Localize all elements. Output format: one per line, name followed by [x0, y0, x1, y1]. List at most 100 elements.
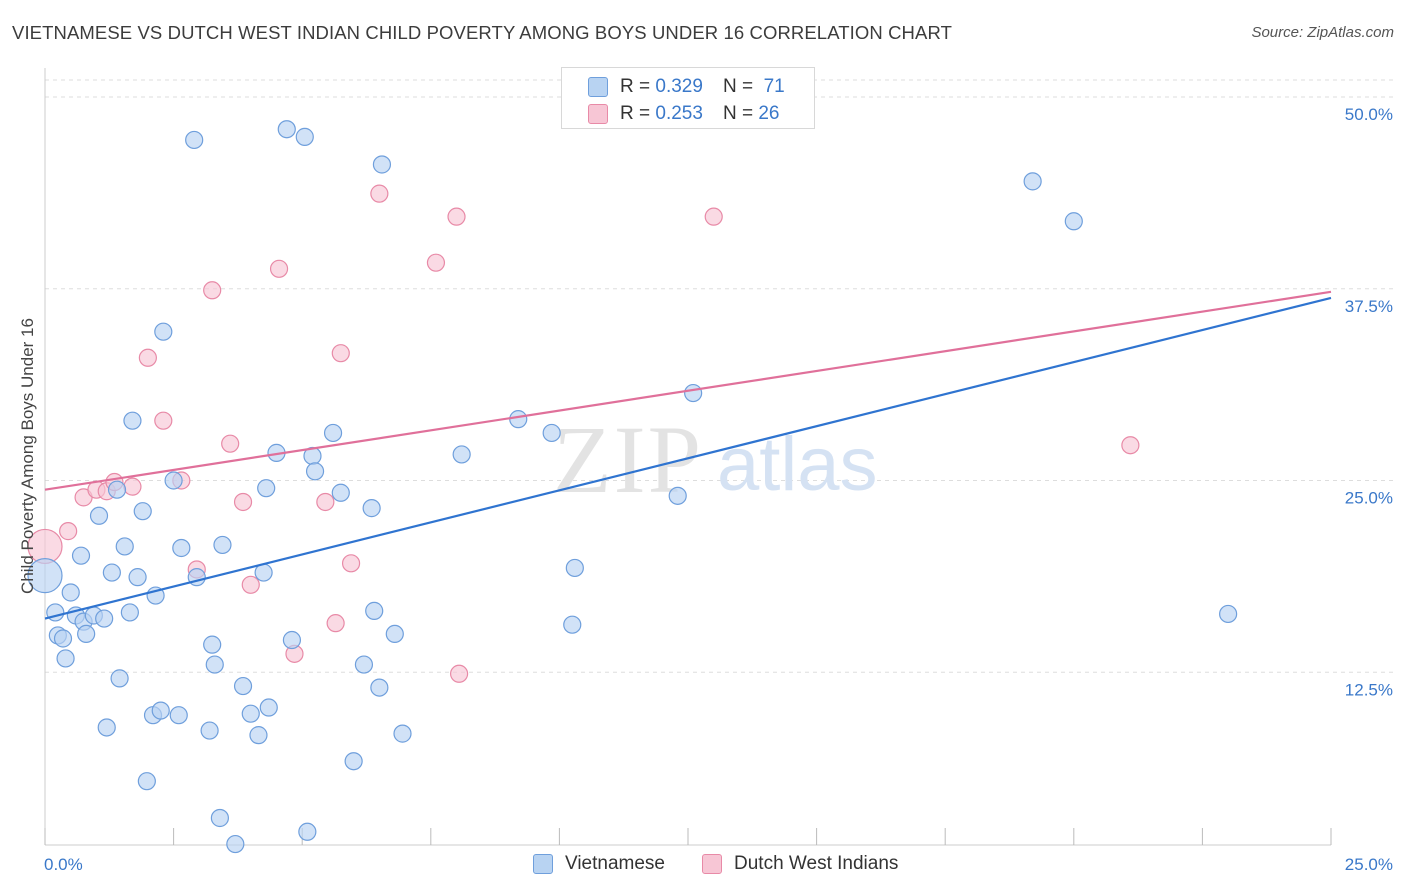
vietnamese-point: [668, 486, 687, 505]
scatter-points: [27, 120, 1238, 854]
vietnamese-point: [259, 698, 278, 717]
vietnamese-point: [133, 502, 152, 521]
vietnamese-point: [95, 609, 114, 628]
vietnamese-point: [137, 772, 156, 791]
r-label: R =: [620, 76, 651, 97]
dutch-west-indians-point: [221, 434, 240, 453]
vietnamese-point: [77, 624, 96, 644]
dutch-west-indians-point: [59, 522, 78, 541]
axes: [44, 68, 1332, 846]
vietnamese-point: [241, 704, 260, 723]
vietnamese-point: [53, 629, 73, 648]
y-tick-label: 12.5%: [1345, 680, 1393, 699]
dutch-swatch: [588, 104, 608, 124]
dutch-west-indians-point: [426, 253, 446, 272]
vietnamese-point: [565, 558, 584, 578]
vietnamese-point: [56, 649, 75, 668]
vietnamese-point: [200, 721, 219, 740]
vietnamese-point: [305, 462, 325, 481]
legend-label: Vietnamese: [565, 853, 665, 874]
vietnamese-swatch: [533, 854, 553, 874]
dutch-west-indians-point: [269, 259, 289, 278]
vietnamese-point: [282, 630, 302, 650]
y-tick-label: 25.0%: [1345, 489, 1393, 508]
vietnamese-point: [226, 834, 245, 854]
dutch-west-indians-point: [326, 614, 345, 633]
vietnamese-point: [563, 615, 582, 634]
dutch-west-indians-point: [704, 207, 723, 226]
dutch-west-indians-point: [123, 477, 142, 496]
vietnamese-point: [61, 583, 80, 602]
r-label: R =: [620, 103, 651, 124]
vietnamese-point: [233, 676, 253, 696]
vietnamese-point: [27, 558, 63, 594]
vietnamese-point: [1023, 172, 1042, 191]
source-note: Source: ZipAtlas.com: [1251, 24, 1394, 41]
dutch-west-indians-point: [138, 348, 157, 367]
vietnamese-point: [185, 130, 204, 150]
legend-item-vietnamese[interactable]: Vietnamese: [533, 852, 665, 876]
vietnamese-point: [203, 635, 222, 654]
vietnamese-point: [210, 808, 229, 828]
vietnamese-point: [385, 624, 404, 644]
dutch-west-indians-point: [370, 184, 389, 203]
vietnamese-point: [154, 322, 173, 341]
n-value: 71: [763, 76, 785, 97]
vietnamese-swatch: [588, 77, 608, 97]
legend-series: Vietnamese Dutch West Indians: [0, 852, 1406, 876]
vietnamese-point: [107, 480, 127, 499]
vietnamese-point: [372, 155, 392, 174]
vietnamese-point: [172, 538, 191, 558]
legend-row-dutch: R = 0.253 N = 26: [588, 103, 779, 125]
y-tick-label: 50.0%: [1345, 105, 1393, 124]
vietnamese-point: [365, 601, 384, 620]
dutch-west-indians-point: [203, 281, 222, 300]
dutch-west-indians-point: [341, 554, 361, 573]
n-label: N =: [722, 76, 754, 97]
vietnamese-point: [205, 655, 224, 674]
r-value: 0.253: [655, 103, 703, 124]
vietnamese-point: [542, 423, 561, 443]
trend-lines: [44, 290, 1332, 620]
vietnamese-point: [344, 752, 363, 771]
vietnamese-point: [89, 506, 109, 525]
vietnamese-point: [249, 726, 268, 745]
vietnamese-point: [277, 120, 296, 139]
vietnamese-point: [1064, 212, 1083, 231]
vietnamese-point: [323, 423, 343, 443]
tick-labels: 12.5% 25.0% 37.5% 50.0% 0.0% 25.0%: [44, 105, 1393, 874]
vietnamese-point: [102, 563, 121, 582]
dutch-west-indians-trend-line: [44, 290, 1332, 491]
legend-stats: R = 0.329 N = 71 R = 0.253 N = 26: [561, 67, 815, 129]
legend-row-vietnamese: R = 0.329 N = 71: [588, 76, 785, 98]
y-tick-label: 37.5%: [1345, 297, 1393, 316]
vietnamese-point: [128, 568, 147, 587]
vietnamese-point: [71, 546, 91, 565]
dutch-west-indians-point: [331, 344, 350, 363]
y-axis-label: Child Poverty Among Boys Under 16: [18, 318, 37, 594]
vietnamese-point: [295, 127, 314, 146]
dutch-west-indians-point: [233, 492, 253, 512]
vietnamese-point: [393, 724, 412, 743]
vietnamese-point: [1219, 604, 1238, 624]
n-label: N =: [722, 103, 754, 124]
chart-title: VIETNAMESE VS DUTCH WEST INDIAN CHILD PO…: [12, 22, 952, 43]
legend-item-dutch-west-indians[interactable]: Dutch West Indians: [702, 852, 898, 876]
vietnamese-point: [354, 655, 374, 674]
dutch-west-indians-point: [447, 207, 466, 226]
vietnamese-point: [97, 718, 116, 737]
vietnamese-point: [331, 483, 350, 502]
dutch-west-indians-point: [1121, 436, 1140, 455]
dutch-west-indians-point: [449, 664, 469, 683]
vietnamese-point: [115, 537, 134, 556]
r-value: 0.329: [655, 76, 703, 97]
x-tick-label: 0.0%: [44, 855, 83, 874]
vietnamese-point: [362, 499, 381, 518]
vietnamese-point: [123, 411, 142, 430]
vietnamese-point: [257, 479, 276, 498]
vietnamese-point: [298, 822, 317, 841]
vietnamese-trend-line: [44, 296, 1332, 620]
dutch-west-indians-point: [154, 411, 173, 430]
dutch-west-indians-point: [241, 575, 260, 594]
